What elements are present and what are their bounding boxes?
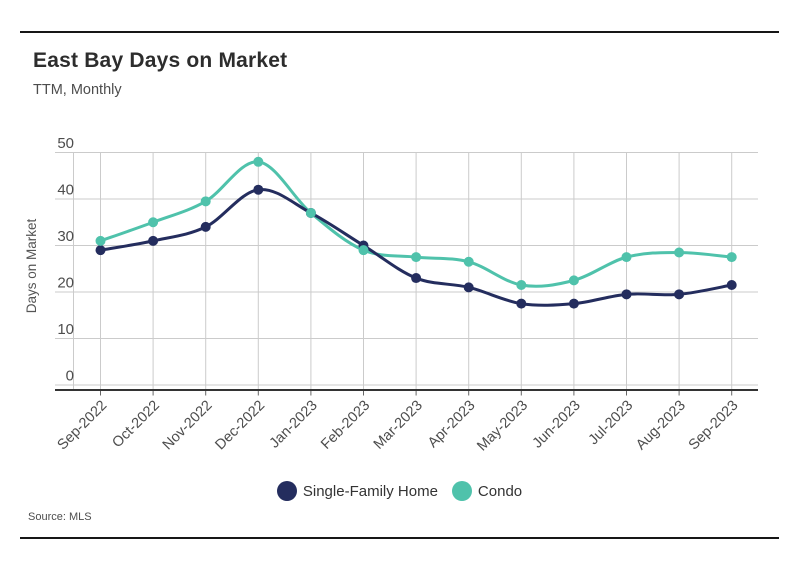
y-tick-label: 0 <box>66 368 74 385</box>
chart-legend: Single-Family Home Condo <box>0 481 799 501</box>
x-tick-label: Oct-2022 <box>109 398 162 451</box>
data-point-condo[interactable] <box>148 217 159 228</box>
x-tick-label: Aug-2023 <box>633 398 689 454</box>
legend-label-condo: Condo <box>477 482 523 500</box>
top-rule <box>20 31 779 33</box>
source-note: Source: MLS <box>28 511 92 523</box>
data-point-single-family-home[interactable] <box>674 289 685 300</box>
legend-item-single-family-home: Single-Family Home <box>276 481 438 501</box>
x-tick-label: Nov-2022 <box>160 398 216 454</box>
y-tick-label: 50 <box>57 135 74 152</box>
bottom-rule <box>20 537 779 539</box>
data-point-single-family-home[interactable] <box>200 221 211 232</box>
x-tick-label: May-2023 <box>474 398 531 455</box>
data-point-condo[interactable] <box>95 235 106 246</box>
x-tick-label: Mar-2023 <box>371 398 426 453</box>
data-point-condo[interactable] <box>305 207 316 218</box>
y-tick-label: 20 <box>57 275 74 292</box>
x-tick-label: Sep-2023 <box>686 398 742 454</box>
y-axis-title: Days on Market <box>24 218 39 313</box>
x-tick-label: Dec-2022 <box>212 398 268 454</box>
legend-label-single-family-home: Single-Family Home <box>302 482 438 500</box>
x-tick-label: Sep-2022 <box>55 398 111 454</box>
data-point-single-family-home[interactable] <box>621 289 632 300</box>
data-point-condo[interactable] <box>358 245 369 256</box>
data-point-single-family-home[interactable] <box>726 280 737 291</box>
x-tick-label: Jan-2023 <box>267 398 321 452</box>
data-point-single-family-home[interactable] <box>568 298 579 309</box>
x-tick-label: Jun-2023 <box>530 398 584 452</box>
data-point-condo[interactable] <box>726 252 737 263</box>
data-point-single-family-home[interactable] <box>516 298 527 309</box>
data-point-single-family-home[interactable] <box>95 245 106 256</box>
y-tick-label: 30 <box>57 228 74 245</box>
legend-item-condo: Condo <box>451 481 523 501</box>
data-point-single-family-home[interactable] <box>411 273 422 284</box>
data-point-condo[interactable] <box>674 247 685 258</box>
y-tick-label: 10 <box>57 321 74 338</box>
data-point-condo[interactable] <box>516 280 527 291</box>
chart-title: East Bay Days on Market <box>33 49 288 72</box>
data-point-condo[interactable] <box>411 252 422 263</box>
data-point-single-family-home[interactable] <box>148 235 159 246</box>
y-tick-label: 40 <box>57 182 74 199</box>
data-point-single-family-home[interactable] <box>253 184 264 195</box>
data-point-single-family-home[interactable] <box>463 282 474 293</box>
x-tick-label: Jul-2023 <box>586 398 637 449</box>
data-point-condo[interactable] <box>621 252 632 263</box>
data-point-condo[interactable] <box>463 256 474 267</box>
data-point-condo[interactable] <box>200 196 211 207</box>
legend-swatch-single-family-home <box>276 481 297 501</box>
data-point-condo[interactable] <box>568 275 579 286</box>
x-tick-label: Apr-2023 <box>425 398 478 451</box>
data-point-condo[interactable] <box>253 156 264 167</box>
legend-swatch-condo <box>451 481 472 501</box>
chart-subtitle: TTM, Monthly <box>33 82 122 98</box>
x-tick-label: Feb-2023 <box>318 398 373 453</box>
